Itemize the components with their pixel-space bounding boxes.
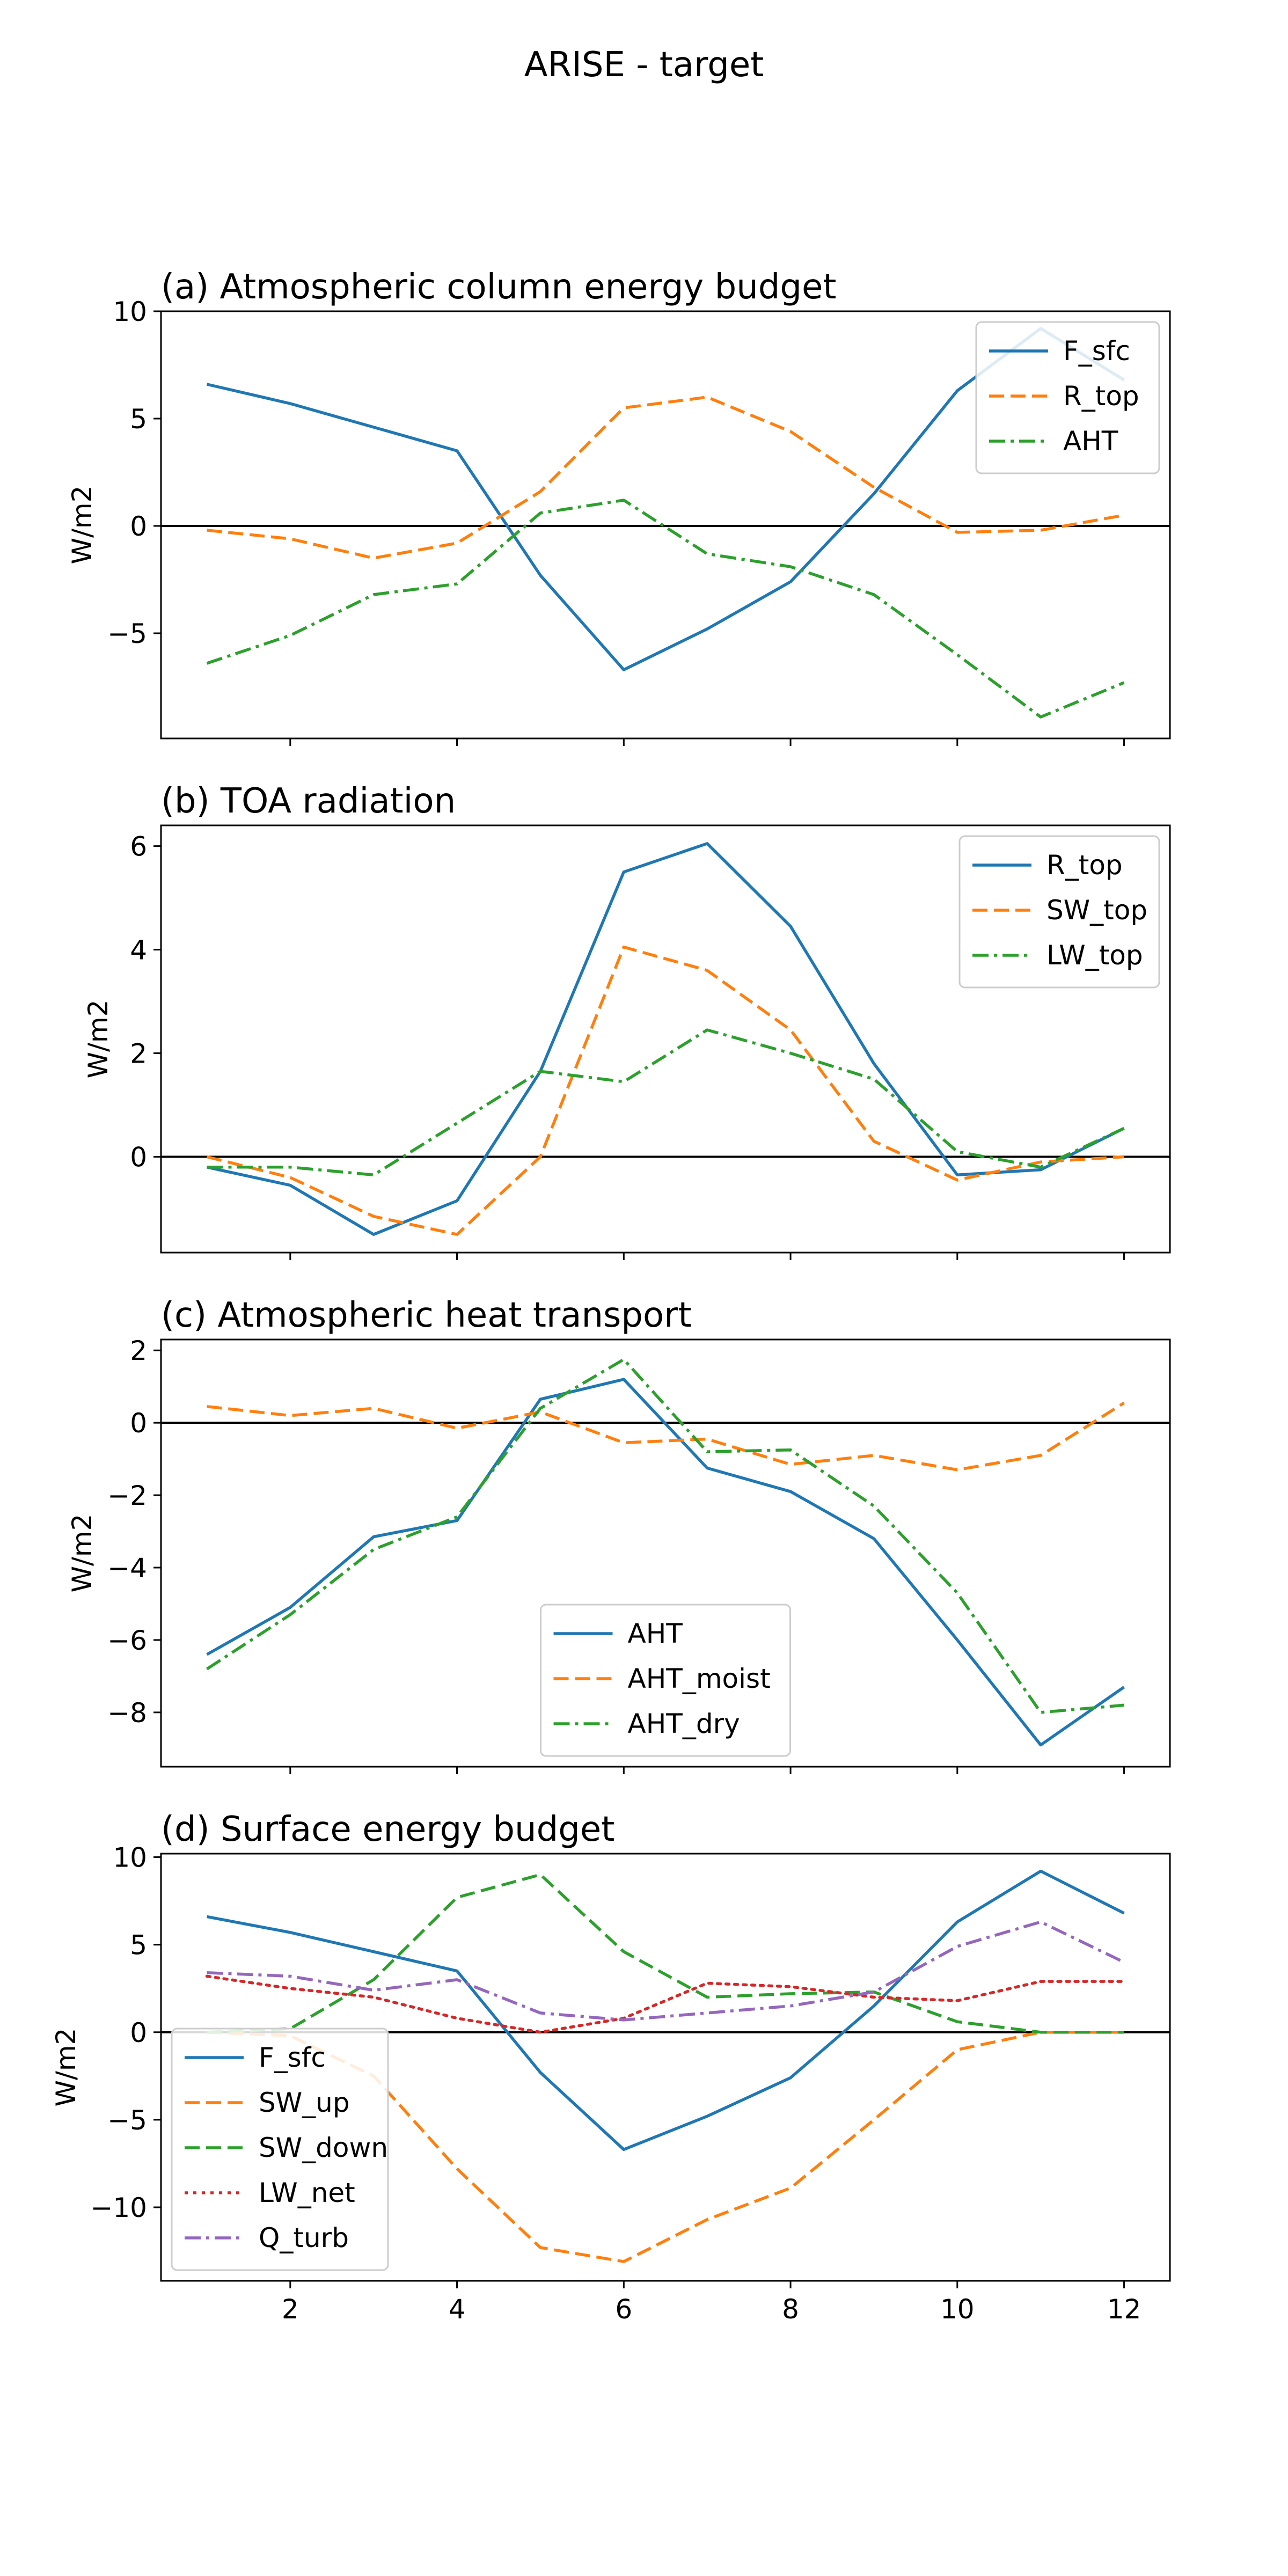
panel-b-series-sw-top <box>206 945 1124 1236</box>
panel-c-ytick-label: −8 <box>107 1697 147 1729</box>
panel-b-axes-frame <box>160 824 1171 1254</box>
panel-c-legend-label-aht-dry: AHT_dry <box>628 1708 740 1739</box>
panel-d-axes-frame <box>160 1853 1171 2282</box>
panel-d-legend-label-sw-down: SW_down <box>259 2132 388 2163</box>
panel-d-ytick-label: −10 <box>90 2192 147 2223</box>
panel-d-xtick-label: 6 <box>615 2294 632 2325</box>
panel-b-title: (b) TOA radiation <box>161 781 456 821</box>
panel-b-legend-label-sw-top: SW_top <box>1046 895 1147 926</box>
panel-d-legend-label-f-sfc: F_sfc <box>259 2042 326 2073</box>
panel-a-axes-frame <box>160 310 1171 740</box>
panel-b-ylabel: W/m2 <box>83 1000 114 1079</box>
panel-d-series-q-turb <box>207 1920 1125 2022</box>
panel-c-ylabel: W/m2 <box>67 1514 98 1593</box>
panel-c-series-aht-dry <box>206 1358 1124 1714</box>
panel-b-ytick-label: 2 <box>130 1038 147 1070</box>
panel-a-ytick-label: 5 <box>130 404 147 435</box>
panel-b-ytick-label: 0 <box>130 1142 147 1173</box>
panel-c: (c) Atmospheric heat transport −8 −6 −4 −2 0 2… <box>67 1296 1171 1774</box>
panel-d-xtick-label: 8 <box>782 2294 799 2325</box>
panel-d: (d) Surface energy budget −10 −5 0 5 10 2 4 6 8 10… <box>50 1810 1171 2325</box>
panel-d-legend-label-lw-net: LW_net <box>259 2177 355 2208</box>
panel-b-series-r-top <box>206 842 1125 1236</box>
figure-title: ARISE - target <box>524 45 764 85</box>
panel-d-xtick-label: 2 <box>282 2294 299 2325</box>
panel-d-legend-label-sw-up: SW_up <box>259 2087 350 2118</box>
panel-c-legend-box <box>540 1604 791 1757</box>
panel-a-ytick-label: 0 <box>130 511 147 542</box>
panel-a-legend: F_sfc R_top AHT <box>975 321 1160 474</box>
panel-c-series-aht <box>206 1378 1125 1747</box>
panel-b-legend-label-r-top: R_top <box>1046 850 1123 881</box>
panel-b: (b) TOA radiation 0 2 4 6 W/m2 R_top SW_top LW_t… <box>83 781 1171 1260</box>
panel-d-xtick-label: 12 <box>1107 2294 1141 2325</box>
panel-a-legend-label-aht: AHT <box>1063 426 1118 457</box>
panel-c-axes-frame <box>160 1338 1171 1768</box>
panel-c-legend-label-aht-moist: AHT_moist <box>628 1663 771 1694</box>
panel-a: (a) Atmospheric column energy budget −5 0 5… <box>67 267 1171 746</box>
panel-b-legend-label-lw-top: LW_top <box>1046 940 1143 971</box>
panel-d-ytick-label: 5 <box>130 1930 147 1961</box>
panel-a-ytick-label: 10 <box>113 296 147 327</box>
panel-a-legend-label-f-sfc: F_sfc <box>1063 335 1130 367</box>
panel-c-title: (c) Atmospheric heat transport <box>161 1296 692 1335</box>
panel-c-legend: AHT AHT_moist AHT_dry <box>540 1604 791 1757</box>
panel-c-series-aht-moist <box>207 1401 1125 1472</box>
panel-c-ytick-label: −4 <box>107 1553 147 1584</box>
panel-b-legend: R_top SW_top LW_top <box>958 835 1160 989</box>
panel-d-legend-box <box>171 2028 389 2271</box>
panel-a-series-aht <box>206 499 1125 719</box>
panel-b-series-lw-top <box>207 1028 1125 1177</box>
panel-d-series-sw-down <box>207 1873 1124 2034</box>
panel-c-legend-label-aht: AHT <box>628 1618 683 1649</box>
panel-a-legend-box <box>975 321 1160 474</box>
panel-d-series-f-sfc <box>206 1869 1125 2151</box>
panel-d-xtick-label: 4 <box>449 2294 466 2325</box>
panel-b-legend-box <box>958 835 1160 989</box>
panel-c-ytick-label: −6 <box>107 1625 147 1656</box>
panel-d-ytick-label: 0 <box>130 2017 147 2048</box>
panel-d-xtick-label: 10 <box>940 2294 975 2325</box>
panel-b-ytick-label: 4 <box>130 935 147 966</box>
panel-a-series-f-sfc <box>206 327 1125 671</box>
panel-a-legend-label-r-top: R_top <box>1063 380 1139 412</box>
panels: (a) Atmospheric column energy budget −5 0 5… <box>50 267 1171 2325</box>
panel-d-title: (d) Surface energy budget <box>161 1810 614 1849</box>
panel-c-ytick-label: 0 <box>130 1408 147 1439</box>
panel-a-ytick-label: −5 <box>107 618 147 649</box>
panel-d-ytick-label: 10 <box>113 1842 147 1874</box>
panel-a-title: (a) Atmospheric column energy budget <box>161 267 836 307</box>
panel-c-ytick-label: −2 <box>107 1480 147 1511</box>
panel-d-ylabel: W/m2 <box>50 2028 82 2107</box>
panel-b-ytick-label: 6 <box>130 831 147 862</box>
panel-a-ylabel: W/m2 <box>67 486 98 565</box>
panel-d-legend-label-q-turb: Q_turb <box>259 2222 349 2253</box>
panel-d-ytick-label: −5 <box>107 2105 147 2136</box>
panel-d-series-lw-net <box>205 1974 1126 2034</box>
panel-d-legend: F_sfc SW_up SW_down LW_net Q_turb <box>171 2028 389 2271</box>
panel-a-series-r-top <box>207 396 1124 560</box>
panel-c-ytick-label: 2 <box>130 1335 147 1366</box>
